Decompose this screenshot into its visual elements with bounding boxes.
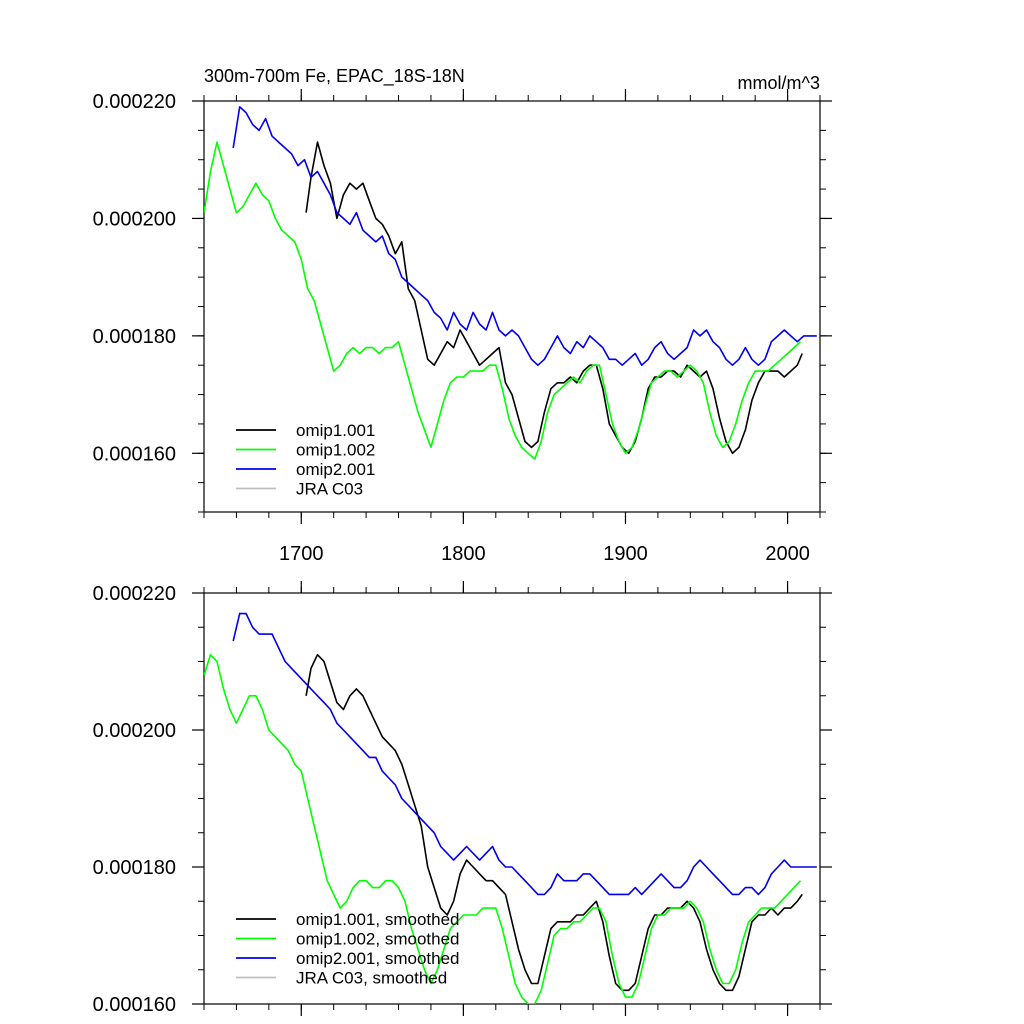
legend-label: omip1.002 [296,441,375,460]
x-tick-label: 2000 [765,543,810,565]
y-tick-label: 0.000160 [93,994,176,1016]
x-tick-label: 1800 [441,543,486,565]
panel1-units: mmol/m^3 [738,73,820,93]
legend-label: JRA C03 [296,480,363,499]
legend-label: omip1.002, smoothed [296,930,460,949]
x-tick-label: 1700 [279,543,324,565]
legend-label: JRA C03, smoothed [296,969,447,988]
y-tick-label: 0.000200 [93,720,176,742]
y-tick-label: 0.000200 [93,208,176,230]
x-tick-label: 1900 [603,543,648,565]
y-tick-label: 0.000180 [93,857,176,879]
series-line [305,141,803,455]
y-tick-label: 0.000220 [93,583,176,605]
y-tick-label: 0.000160 [93,443,176,465]
panel-bottom-chart: 0.000160 0.000180 0.000200 0.000220 omip1.00… [93,581,832,1016]
series-line [204,141,802,461]
legend-label: omip2.001, smoothed [296,949,460,968]
y-tick-label: 0.000180 [93,326,176,348]
series-line [305,653,803,992]
legend-label: omip1.001, smoothed [296,910,460,929]
legend-label: omip1.001 [296,421,375,440]
panel-top-chart: 1700 1800 1900 2000 0.000160 0.000180 0.000200… [93,89,832,565]
panel1-title: 300m-700m Fe, EPAC_18S-18N [204,66,465,87]
legend-label: omip2.001 [296,460,375,479]
series-line [232,106,817,367]
series-line [232,612,817,896]
series-line [204,653,802,1004]
y-tick-label: 0.000220 [93,91,176,113]
